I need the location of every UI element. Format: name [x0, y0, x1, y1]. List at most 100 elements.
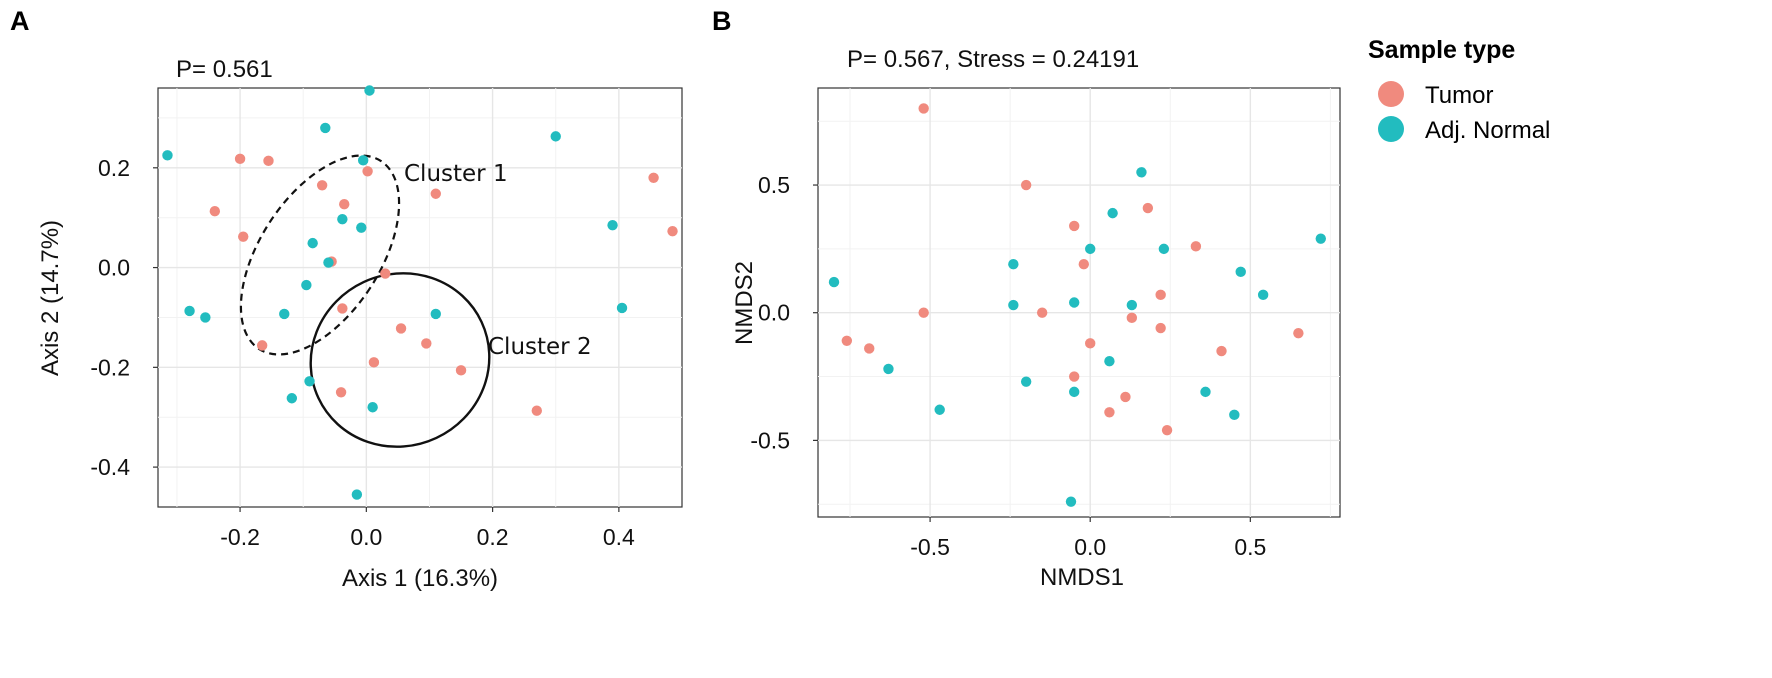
legend-label-tumor: Tumor — [1425, 82, 1493, 109]
panel-a-points — [162, 85, 678, 500]
panel-a-x-tick-label: 0.4 — [603, 524, 635, 550]
panel-a-point-tumor — [335, 387, 347, 398]
panel-a-point-tumor — [667, 225, 678, 237]
panel-a-point-tumor — [648, 172, 659, 183]
panel-a-point-tumor — [209, 206, 221, 217]
panel-b-point-adj-normal — [934, 404, 945, 415]
panel-b-y-tick-label: 0.0 — [758, 300, 790, 326]
panel-label-a: A — [10, 6, 30, 36]
panel-b-point-adj-normal — [1257, 289, 1269, 301]
panel-b-stat-text: P= 0.567, Stress = 0.24191 — [847, 46, 1139, 73]
panel-a-x-tick-label: 0.0 — [350, 524, 382, 550]
panel-b-point-tumor — [1142, 202, 1154, 214]
panel-b-point-tumor — [1104, 407, 1115, 418]
panel-b-point-tumor — [918, 307, 929, 318]
panel-b-point-tumor — [1293, 327, 1304, 339]
panel-a-point-adj-normal — [304, 376, 315, 387]
panel-b-point-adj-normal — [1104, 356, 1115, 367]
panel-a-point-adj-normal — [607, 219, 618, 231]
legend-label-adj-normal: Adj. Normal — [1425, 117, 1550, 144]
panel-a-stat-text: P= 0.561 — [176, 56, 273, 83]
legend-title: Sample type — [1368, 36, 1515, 64]
panel-label-b: B — [712, 6, 732, 36]
panel-b-point-tumor — [1020, 179, 1032, 191]
panel-a-point-tumor — [380, 268, 391, 279]
panel-b-y-ticks: -0.5 0.0 0.5 — [750, 172, 818, 453]
panel-b-point-tumor — [1190, 241, 1202, 252]
panel-a-point-adj-normal — [351, 489, 363, 500]
panel-a-point-tumor — [234, 153, 246, 165]
panel-a-point-adj-normal — [364, 85, 375, 96]
panel-a-point-adj-normal — [162, 150, 173, 161]
panel-a-point-adj-normal — [550, 131, 561, 142]
panel-b-x-tick-label: 0.0 — [1074, 534, 1106, 560]
panel-b-point-adj-normal — [1136, 167, 1147, 178]
panel-b-x-axis-title: NMDS1 — [1040, 564, 1124, 591]
panel-a-point-adj-normal — [323, 257, 334, 268]
panel-b-point-tumor — [1161, 424, 1173, 436]
panel-b-point-adj-normal — [883, 363, 894, 375]
panel-a-point-adj-normal — [279, 308, 290, 320]
panel-a-y-tick-label: 0.0 — [98, 255, 130, 281]
panel-b-y-tick-label: -0.5 — [750, 427, 790, 453]
panel-a-point-adj-normal — [430, 308, 441, 320]
panel-b-point-adj-normal — [1229, 409, 1240, 421]
panel-a-x-tick-label: 0.2 — [477, 524, 509, 550]
panel-a-point-tumor — [395, 323, 407, 334]
panel-a-point-adj-normal — [184, 305, 195, 317]
panel-a-point-adj-normal — [356, 222, 367, 233]
panel-a-point-tumor — [339, 199, 350, 210]
cluster-2-ellipse — [309, 272, 491, 448]
panel-a-y-tick-label: -0.4 — [90, 454, 130, 480]
panel-a-y-tick-label: -0.2 — [90, 354, 130, 380]
panel-b-point-adj-normal — [1020, 376, 1032, 387]
panel-b-point-tumor — [1216, 345, 1227, 357]
panel-b-point-adj-normal — [1008, 299, 1019, 311]
panel-b-point-adj-normal — [1068, 386, 1080, 398]
panel-b-x-tick-label: 0.5 — [1234, 534, 1266, 560]
panel-a: A P= 0.561 Cluster 1 Cluster 2 -0.2 0.0 0.… — [10, 6, 683, 592]
panel-b-point-adj-normal — [1065, 496, 1077, 507]
cluster-2-label: Cluster 2 — [488, 334, 592, 360]
panel-a-point-tumor — [316, 180, 328, 191]
panel-b-point-adj-normal — [1107, 207, 1118, 219]
panel-b-grid — [818, 88, 1340, 517]
panel-b-point-adj-normal — [1235, 266, 1246, 278]
panel-b-point-tumor — [1068, 220, 1080, 232]
panel-a-y-axis-title: Axis 2 (14.7%) — [37, 220, 64, 376]
panel-a-point-adj-normal — [307, 237, 318, 249]
panel-a-point-adj-normal — [286, 393, 298, 404]
panel-a-point-adj-normal — [320, 122, 331, 134]
panel-b-point-tumor — [1155, 289, 1166, 301]
panel-b-point-tumor — [841, 335, 853, 347]
panel-b-point-adj-normal — [1158, 243, 1170, 255]
panel-b-x-ticks: -0.5 0.0 0.5 — [910, 517, 1266, 560]
legend-swatch-tumor — [1378, 81, 1404, 107]
panel-a-point-adj-normal — [616, 302, 628, 314]
panel-a-point-adj-normal — [200, 312, 211, 323]
panel-a-point-tumor — [455, 365, 467, 376]
panel-b-point-adj-normal — [1315, 233, 1326, 244]
panel-a-point-tumor — [368, 357, 380, 368]
panel-a-point-tumor — [531, 405, 542, 416]
panel-b-point-tumor — [1085, 338, 1096, 349]
panel-a-plot-area — [157, 87, 683, 508]
panel-b-y-axis-title: NMDS2 — [731, 261, 758, 345]
panel-a-x-ticks: -0.2 0.0 0.2 0.4 — [220, 507, 635, 550]
panel-b-point-adj-normal — [828, 276, 840, 288]
panel-a-point-tumor — [256, 340, 268, 351]
panel-a-y-ticks: -0.4 -0.2 0.0 0.2 — [90, 155, 158, 480]
panel-a-x-tick-label: -0.2 — [220, 524, 260, 550]
cluster-1-label: Cluster 1 — [404, 161, 508, 187]
panel-b-point-adj-normal — [1008, 258, 1019, 270]
panel-b: B P= 0.567, Stress = 0.24191 -0.5 0.0 0.5 … — [712, 6, 1341, 591]
panel-a-point-adj-normal — [367, 402, 378, 413]
panel-a-point-tumor — [238, 231, 249, 242]
panel-b-point-tumor — [1036, 307, 1048, 318]
panel-a-point-adj-normal — [301, 279, 312, 291]
panel-b-point-tumor — [1078, 258, 1090, 270]
panel-b-point-tumor — [864, 343, 875, 354]
panel-a-point-tumor — [421, 338, 432, 349]
panel-b-point-tumor — [1120, 391, 1131, 403]
panel-b-point-tumor — [918, 103, 929, 114]
